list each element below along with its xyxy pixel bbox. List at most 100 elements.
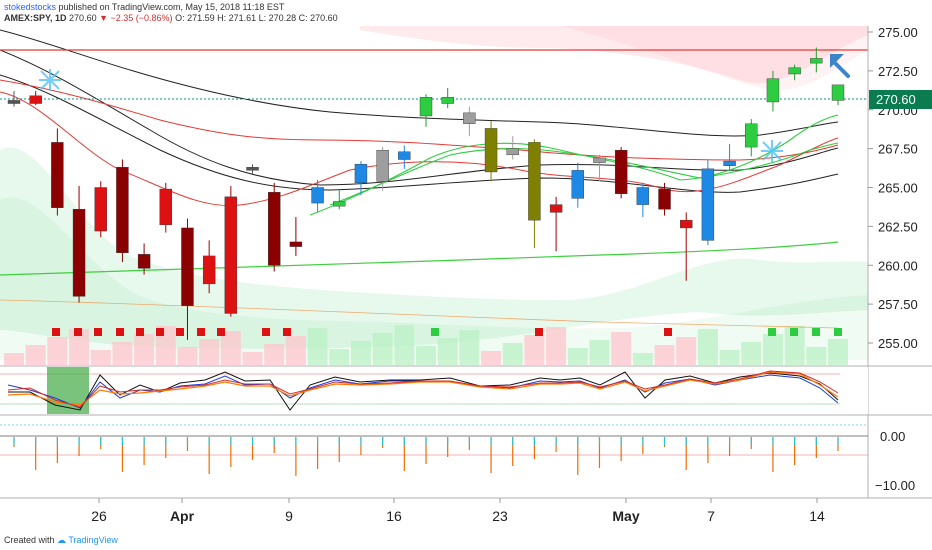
pivot-marker-right (761, 140, 783, 162)
candle-33 (723, 143, 736, 171)
volume-bar-4 (90, 350, 111, 365)
time-tick-7: 14 (809, 508, 825, 524)
volume-bar-27 (589, 340, 610, 365)
candle-36 (788, 64, 801, 81)
volume-bar-24 (524, 335, 545, 365)
candle-8 (181, 218, 194, 340)
candle-7 (159, 182, 172, 233)
signal-square-16 (812, 328, 820, 336)
volume-bar-15 (329, 349, 350, 365)
candle-31 (680, 212, 693, 281)
price-tick-0: 275.00 (878, 25, 918, 40)
volume-bar-23 (502, 343, 523, 365)
candle-14 (311, 179, 324, 213)
candle-17 (376, 147, 389, 191)
candle-3 (72, 185, 86, 303)
volume-bar-19 (416, 346, 436, 365)
volume-bar-31 (676, 337, 697, 365)
ohlc-text: O: 271.59 H: 271.61 L: 270.28 C: 270.60 (175, 13, 338, 23)
time-tick-1: Apr (170, 508, 195, 524)
pivot-marker-left (39, 69, 61, 91)
volume-bar-25 (546, 327, 567, 365)
candle-2 (51, 128, 64, 216)
signal-square-5 (156, 328, 164, 336)
symbol-label: AMEX:SPY, 1D (4, 13, 67, 23)
last-price-badge: 270.60 (869, 90, 932, 109)
candle-32 (701, 159, 715, 246)
stoch-red-line (7, 370, 839, 408)
volume-bar-22 (481, 351, 502, 365)
candle-6 (137, 243, 151, 275)
signal-square-4 (136, 328, 144, 336)
price-tick-3: 267.50 (878, 142, 918, 157)
candle-16 (354, 161, 368, 196)
signal-square-17 (834, 328, 842, 336)
volume-bar-11 (242, 352, 263, 365)
candle-30 (658, 182, 671, 216)
candle-21 (463, 106, 476, 137)
candle-18 (398, 145, 411, 169)
volume-bar-38 (828, 339, 848, 365)
volume-bar-30 (654, 345, 675, 365)
volume-bar-36 (784, 326, 805, 365)
candlestick-series[interactable] (7, 47, 845, 340)
price-axis[interactable]: 275.00272.50270.00267.50265.00262.50260.… (868, 25, 918, 351)
signal-square-13 (664, 328, 672, 336)
candle-4 (94, 181, 107, 238)
signal-square-12 (535, 328, 543, 336)
hist-tick-neg10: −10.00 (875, 478, 915, 493)
spy-daily-chart[interactable]: 275.00272.50270.00267.50265.00262.50260.… (0, 0, 932, 530)
volume-bar-29 (632, 353, 653, 365)
volume-bar-8 (177, 347, 198, 365)
stochastic-panel (0, 367, 868, 414)
volume-bar-14 (307, 328, 328, 365)
volume-bar-0 (4, 353, 24, 365)
candle-12 (268, 182, 281, 272)
ema-black-2 (0, 49, 839, 186)
tradingview-logo-icon: ☁ (57, 535, 67, 545)
signal-square-6 (176, 328, 184, 336)
signal-square-0 (52, 328, 60, 336)
published-text: published on TradingView.com, May 15, 20… (58, 2, 285, 12)
time-tick-2: 9 (285, 508, 293, 524)
signal-square-3 (116, 328, 124, 336)
volume-bar-5 (112, 342, 133, 365)
stoch-orange-line (7, 371, 839, 406)
time-tick-0: 26 (91, 508, 107, 524)
chart-header: stokedstocks published on TradingView.co… (0, 0, 932, 26)
ema-red-1 (0, 79, 839, 161)
volume-bar-6 (134, 334, 155, 365)
price-tick-4: 265.00 (878, 181, 918, 196)
time-axis[interactable]: 26 Apr 9 16 23 May 7 14 (91, 498, 825, 524)
tradingview-brand-link[interactable]: TradingView (68, 535, 118, 545)
volume-bar-21 (459, 330, 480, 365)
time-tick-3: 16 (386, 508, 402, 524)
price-tick-7: 257.50 (878, 297, 918, 312)
up-arrow-annotation (830, 54, 850, 78)
author-link[interactable]: stokedstocks (4, 2, 57, 12)
publication-line: stokedstocks published on TradingView.co… (4, 2, 284, 12)
candle-10 (224, 185, 238, 317)
volume-bar-3 (69, 329, 90, 365)
candle-9 (202, 240, 216, 294)
signal-square-11 (431, 328, 439, 336)
volume-bar-17 (372, 333, 393, 365)
candle-28 (614, 147, 628, 199)
stoch-black-line (8, 371, 839, 411)
last-price-label: 270.60 (876, 92, 916, 107)
price-tick-6: 260.00 (878, 258, 918, 273)
volume-bars (4, 325, 848, 365)
histogram-panel: 0.00 −10.00 (0, 424, 915, 493)
candle-37 (810, 47, 823, 73)
volume-bar-9 (199, 339, 220, 365)
volume-bar-20 (437, 338, 458, 365)
candle-26 (571, 162, 584, 208)
price-tick-1: 272.50 (878, 64, 918, 79)
candle-27 (593, 154, 606, 182)
signal-square-1 (74, 328, 82, 336)
chart-footer: Created with ☁ TradingView (0, 530, 932, 550)
candle-29 (636, 182, 650, 218)
volume-bar-13 (285, 336, 306, 365)
signal-square-9 (262, 328, 270, 336)
ema-black-3 (0, 74, 839, 193)
